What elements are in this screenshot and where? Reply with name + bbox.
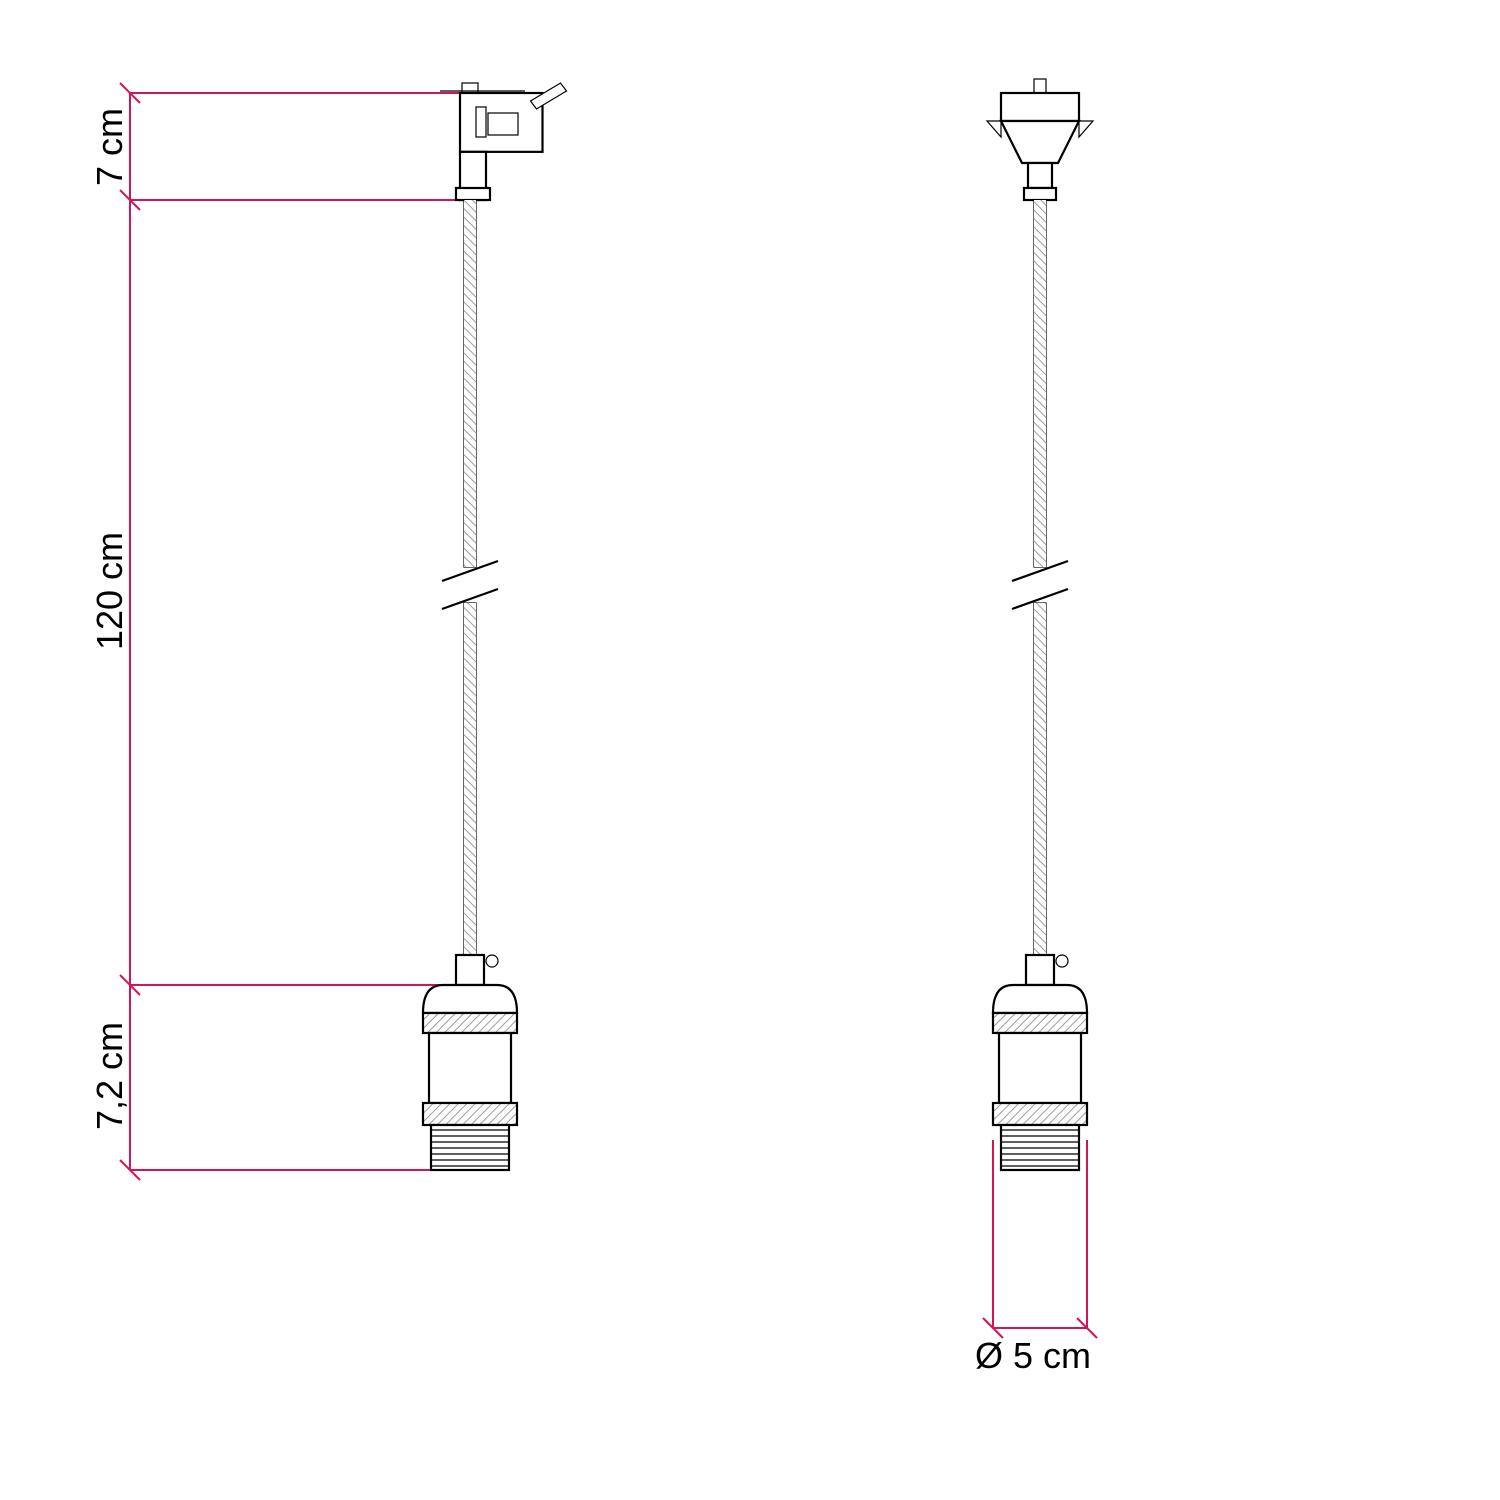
dim-label-middle: 120 cm xyxy=(89,531,131,651)
dim-label-bottom: 7,2 cm xyxy=(89,1016,131,1136)
dim-label-diameter: Ø 5 cm xyxy=(975,1335,1091,1377)
technical-drawing: 7 cm 120 cm 7,2 cm Ø 5 cm xyxy=(0,0,1500,1500)
drawing-svg xyxy=(0,0,1500,1500)
dim-label-top: 7 cm xyxy=(89,97,131,197)
